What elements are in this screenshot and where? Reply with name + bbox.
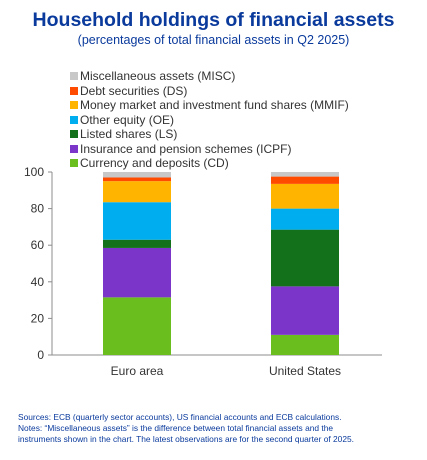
chart-title: Household holdings of financial assets <box>32 9 395 31</box>
legend-swatch <box>70 130 78 138</box>
chart-notes: Sources: ECB (quarterly sector accounts)… <box>18 412 418 444</box>
chart-subtitle: (percentages of total financial assets i… <box>77 33 350 47</box>
legend-swatch <box>70 115 78 124</box>
legend-label: Insurance and pension schemes (ICPF) <box>80 141 292 156</box>
y-tick-label: 40 <box>31 275 45 289</box>
sources-text: Sources: ECB (quarterly sector accounts)… <box>18 412 342 422</box>
bar-segment-united-states-insurance-and-pension-schemes <box>271 286 339 335</box>
notes-text-line-1: Notes: “Miscellaneous assets” is the dif… <box>18 422 334 433</box>
legend-label: Debt securities (DS) <box>80 83 188 98</box>
x-tick-label: Euro area <box>111 364 164 378</box>
legend-swatch <box>70 86 78 95</box>
legend-swatch <box>70 72 78 80</box>
bar-segment-united-states-money-market-and-investment-fund-shares <box>271 183 339 209</box>
bar-segment-united-states-currency-and-deposits <box>271 334 339 355</box>
y-tick-label: 80 <box>31 202 45 216</box>
y-tick-label: 100 <box>24 165 44 179</box>
bar-segment-united-states-miscellaneous-assets <box>271 172 339 177</box>
legend-label: Currency and deposits (CD) <box>80 156 229 170</box>
y-tick-label: 60 <box>31 238 45 252</box>
legend-swatch <box>70 101 78 109</box>
bar-segment-euro-area-miscellaneous-assets <box>103 172 171 178</box>
bar-segment-euro-area-other-equity <box>103 202 171 240</box>
bar-segment-euro-area-listed-shares <box>103 239 171 248</box>
legend-label: Other equity (OE) <box>80 112 175 127</box>
y-tick-label: 20 <box>31 311 45 325</box>
bar-segment-united-states-listed-shares <box>271 229 339 287</box>
x-tick-label: United States <box>269 364 341 378</box>
legend-swatch <box>70 144 78 153</box>
bar-segment-euro-area-currency-and-deposits <box>103 297 171 355</box>
legend-label: Listed shares (LS) <box>80 127 178 141</box>
y-tick-label: 0 <box>37 348 44 362</box>
legend-label: Miscellaneous assets (MISC) <box>80 69 236 83</box>
notes-text-line-2: instruments shown in the chart. The late… <box>18 433 354 444</box>
bar-segment-united-states-debt-securities <box>271 176 339 184</box>
bar-segment-united-states-other-equity <box>271 208 339 230</box>
bar-segment-euro-area-debt-securities <box>103 177 171 182</box>
bar-segment-euro-area-insurance-and-pension-schemes <box>103 247 171 298</box>
legend-label: Money market and investment fund shares … <box>80 98 349 112</box>
bar-segment-euro-area-money-market-and-investment-fund-shares <box>103 181 171 203</box>
legend-swatch <box>70 159 78 167</box>
